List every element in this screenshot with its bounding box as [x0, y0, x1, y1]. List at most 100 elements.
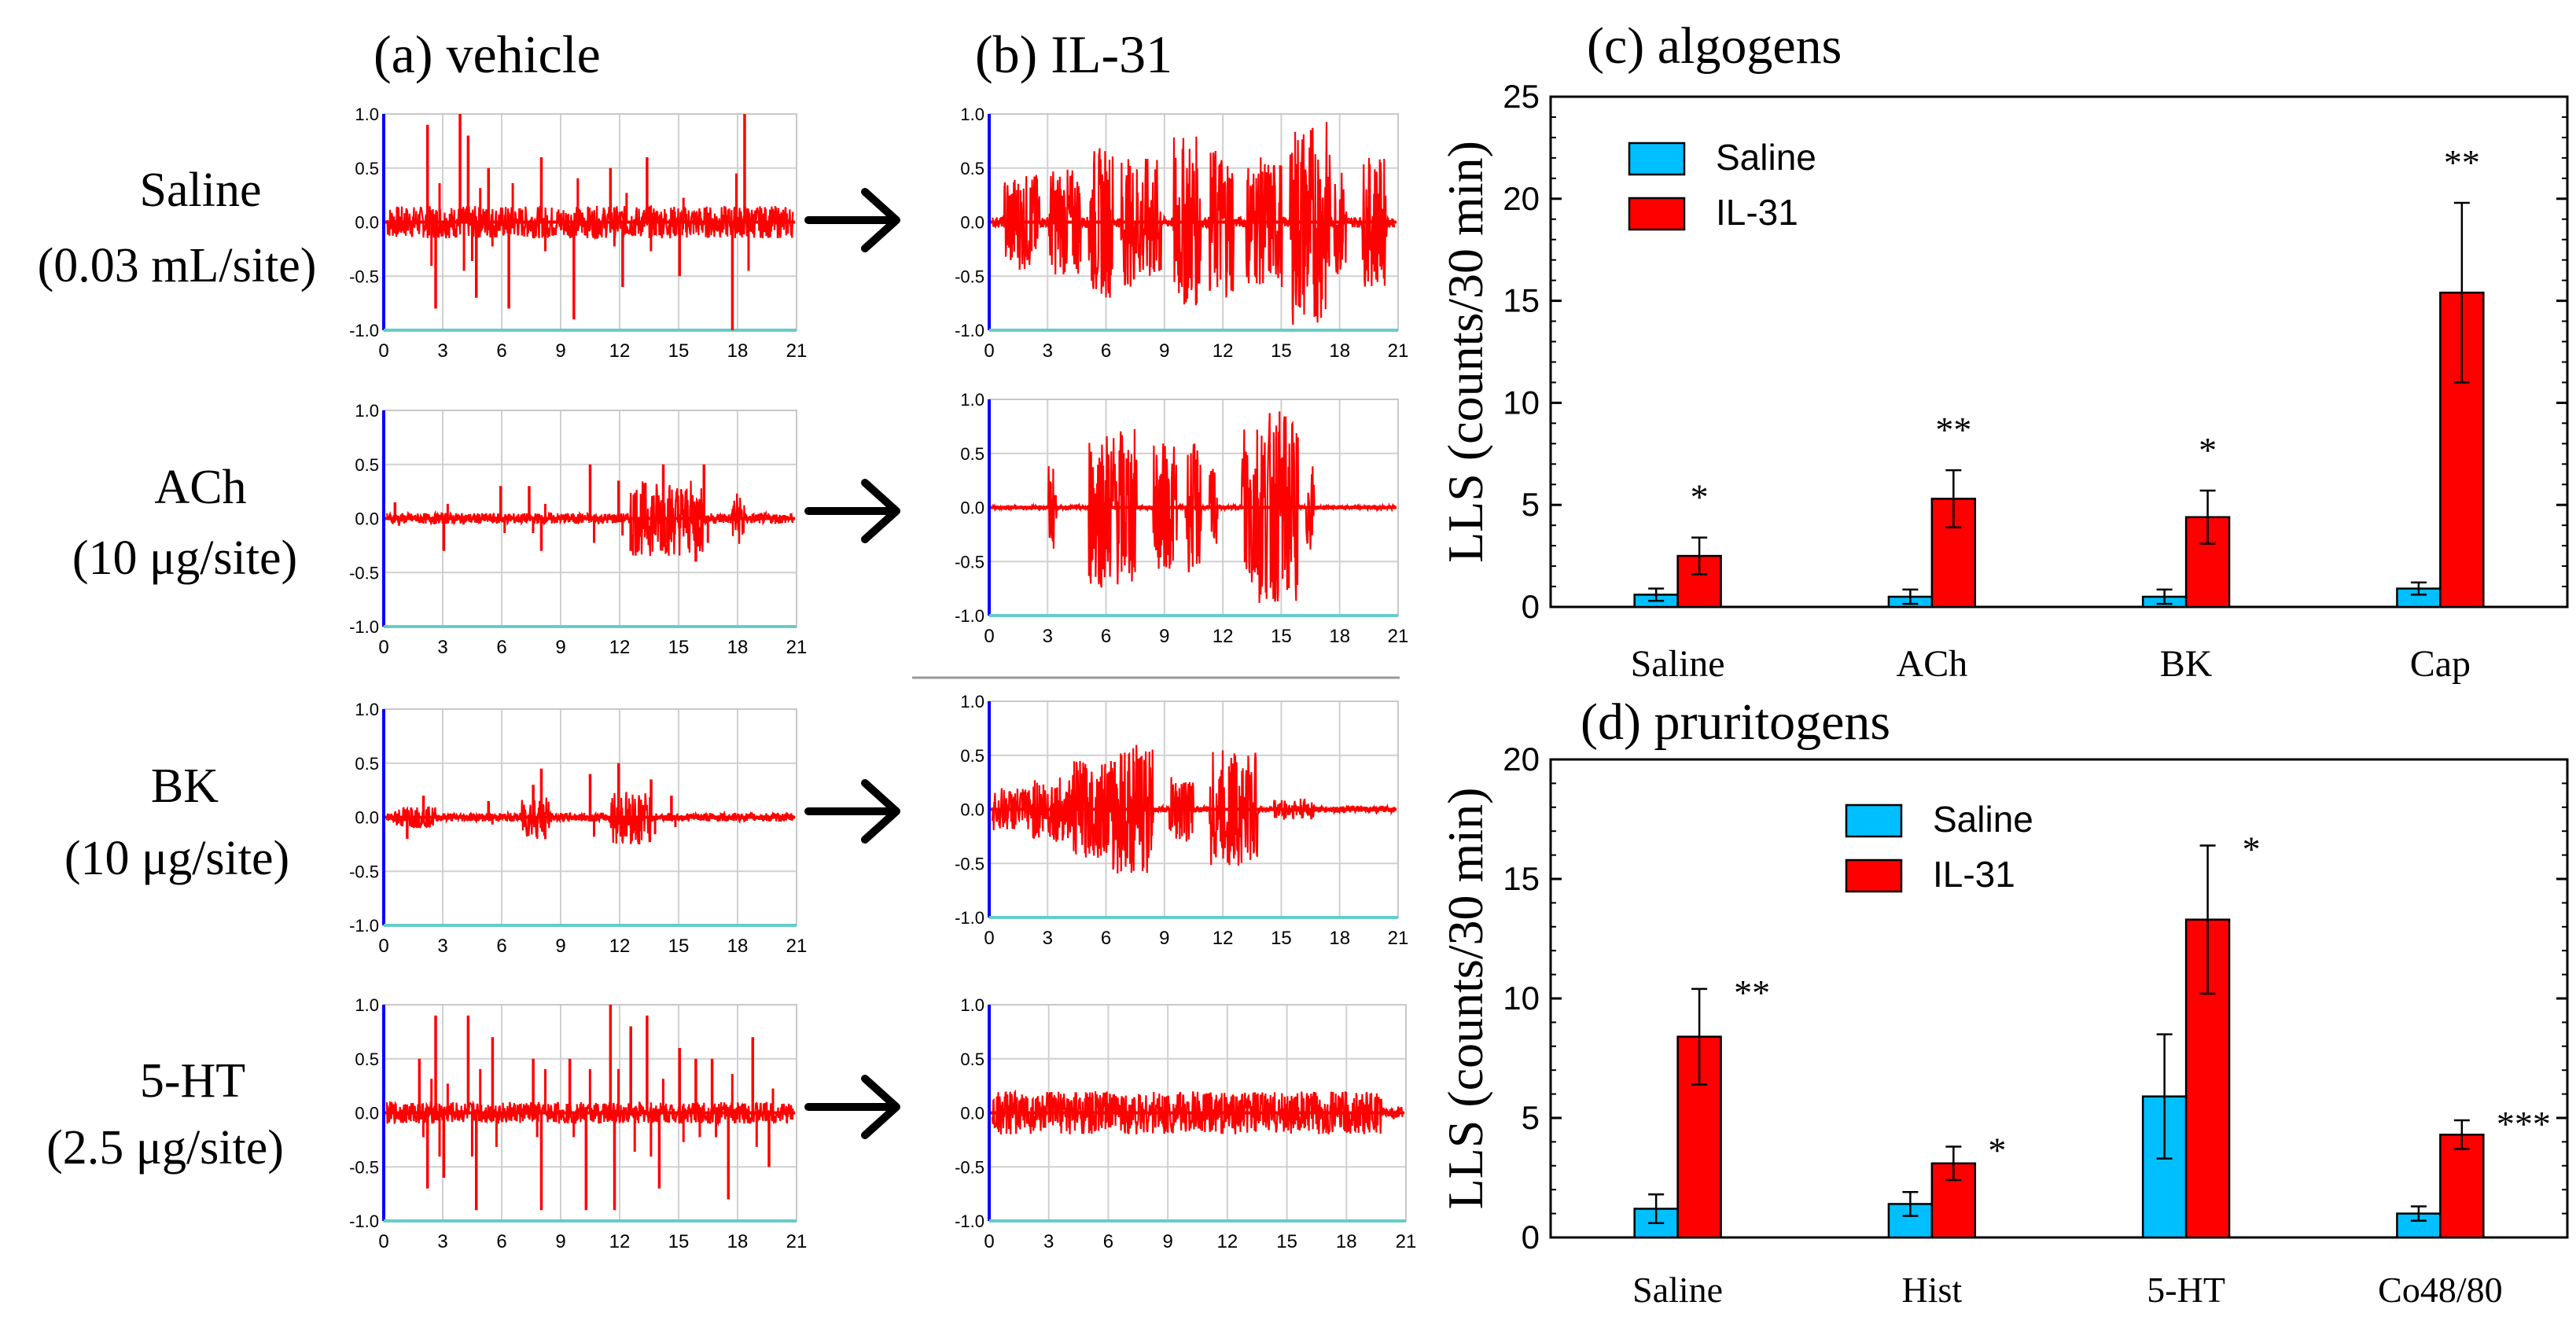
x-tick-label: 18: [727, 1231, 749, 1252]
y-tick-label: 1.0: [960, 692, 984, 711]
significance-label: *: [2199, 430, 2217, 470]
x-tick-label: 15: [668, 1231, 690, 1252]
trace-panel: 1.0 0.5 0.0 -0.5 -1.00 3 6 9 12 15 18 21: [349, 401, 807, 658]
y-axis-label: LLS (counts/30 min): [1437, 788, 1493, 1210]
panel-b-title: (b) IL-31: [975, 24, 1172, 84]
x-tick-label: 0: [378, 936, 388, 957]
y-tick-label: 1.0: [355, 995, 379, 1015]
row-label-line1: BK: [151, 759, 219, 813]
chart-title: (d) pruritogens: [1581, 693, 1890, 751]
x-tick-label: 18: [1329, 626, 1350, 647]
significance-label: **: [1935, 410, 1971, 450]
x-tick-label: 0: [378, 1231, 388, 1252]
trace-panel: 1.0 0.5 0.0 -0.5 -1.00 3 6 9 12 15 18 21: [955, 995, 1416, 1252]
x-tick-label: 21: [786, 637, 808, 658]
x-tick-label: 21: [1388, 928, 1409, 949]
x-tick-label: 12: [609, 936, 631, 957]
y-tick-label: 1.0: [960, 390, 984, 410]
y-tick-label: 10: [1503, 980, 1540, 1017]
arrow-right-icon: [804, 1075, 900, 1139]
x-tick-label: 21: [1388, 626, 1409, 647]
legend-label: IL-31: [1716, 192, 1798, 233]
row-label-line2: (2.5 μg/site): [46, 1121, 284, 1175]
row-label-5ht: 5-HT (2.5 μg/site): [46, 1054, 284, 1175]
y-tick-label: 1.0: [960, 105, 984, 124]
y-tick-label: -0.5: [955, 1157, 984, 1177]
x-tick-label: Co48/80: [2378, 1270, 2502, 1310]
y-tick-label: 0.5: [355, 455, 379, 475]
x-tick-label: 21: [786, 340, 808, 362]
y-tick-label: 15: [1503, 860, 1540, 897]
row-label-saline: Saline (0.03 mL/site): [38, 164, 317, 292]
x-tick-label: 6: [496, 936, 506, 957]
x-tick-label: 18: [727, 340, 749, 362]
x-tick-label: Hist: [1902, 1270, 1963, 1310]
x-tick-label: 0: [984, 626, 994, 647]
chart-c-algogens: (c) algogens LLS (counts/30 min) 0 5 10 15 20 2…: [1437, 17, 2569, 685]
y-tick-label: 0.0: [960, 498, 984, 518]
legend-label: IL-31: [1933, 854, 2015, 895]
trace-line: [385, 204, 794, 240]
arrow-right-icon: [804, 188, 900, 252]
x-tick-label: 12: [1213, 340, 1234, 362]
y-tick-label: 1.0: [960, 995, 984, 1015]
y-axis-label: LLS (counts/30 min): [1437, 141, 1493, 563]
x-tick-label: 18: [727, 637, 749, 658]
x-tick-label: 18: [1336, 1231, 1357, 1252]
row-label-ach: ACh (10 μg/site): [72, 461, 297, 585]
y-tick-label: 20: [1503, 180, 1540, 217]
x-tick-label: 15: [668, 936, 690, 957]
x-tick-label: 3: [437, 637, 447, 658]
y-tick-label: -0.5: [349, 563, 379, 583]
y-tick-label: -1.0: [349, 916, 379, 936]
plot-frame: [1549, 95, 2569, 608]
trace-panel: 1.0 0.5 0.0 -0.5 -1.00 3 6 9 12 15 18 21: [349, 105, 807, 362]
trace-line: [991, 122, 1396, 325]
y-tick-label: 0.5: [960, 1050, 984, 1069]
x-tick-label: 21: [1388, 340, 1409, 362]
y-tick-label: -0.5: [955, 854, 984, 873]
x-tick-label: 12: [609, 1231, 631, 1252]
y-tick-label: 0.0: [960, 213, 984, 233]
y-tick-label: 1.0: [355, 700, 379, 719]
row-label-line1: ACh: [154, 461, 246, 514]
x-tick-label: 18: [727, 936, 749, 957]
y-tick-label: -0.5: [349, 1157, 379, 1177]
x-tick-label: 6: [1101, 340, 1111, 362]
x-tick-label: 3: [1043, 1231, 1054, 1252]
y-tick-label: -1.0: [349, 321, 379, 340]
y-tick-label: 0.0: [960, 1104, 984, 1123]
y-tick-label: 0.5: [355, 1050, 379, 1069]
significance-label: *: [1691, 477, 1709, 517]
legend-swatch: [1845, 859, 1903, 893]
x-tick-label: 6: [496, 1231, 506, 1252]
significance-label: *: [2243, 829, 2261, 869]
y-tick-label: 0: [1522, 1219, 1540, 1256]
y-tick-label: 0.5: [960, 159, 984, 178]
row-label-line1: Saline: [140, 164, 262, 217]
legend-swatch: [1845, 803, 1903, 838]
x-tick-label: 6: [1101, 626, 1111, 647]
x-tick-label: 21: [786, 1231, 808, 1252]
y-tick-label: 0.5: [355, 159, 379, 178]
y-tick-label: -0.5: [955, 552, 984, 572]
x-tick-label: 18: [1329, 928, 1350, 949]
y-tick-label: 10: [1503, 384, 1540, 421]
x-tick-label: 12: [1217, 1231, 1238, 1252]
x-tick-label: 6: [1101, 928, 1111, 949]
x-tick-label: 9: [1162, 1231, 1172, 1252]
y-tick-label: -0.5: [955, 267, 984, 286]
x-tick-label: 15: [1276, 1231, 1297, 1252]
x-tick-label: 15: [668, 340, 690, 362]
chart-d-pruritogens: (d) pruritogens LLS (counts/30 min) 0 5 10 15…: [1437, 693, 2569, 1310]
x-tick-label: 15: [1271, 928, 1292, 949]
trace-line: [991, 1089, 1404, 1135]
row-label-line2: (0.03 mL/site): [38, 239, 317, 292]
y-tick-label: 0.5: [960, 444, 984, 464]
row-label-line1: 5-HT: [140, 1054, 245, 1108]
trace-panel: 1.0 0.5 0.0 -0.5 -1.00 3 6 9 12 15 18 21: [349, 995, 807, 1252]
significance-label: **: [1734, 972, 1770, 1013]
panel-a-title: (a) vehicle: [374, 24, 601, 84]
arrow-right-icon: [804, 779, 900, 844]
chart-title: (c) algogens: [1587, 17, 1842, 75]
